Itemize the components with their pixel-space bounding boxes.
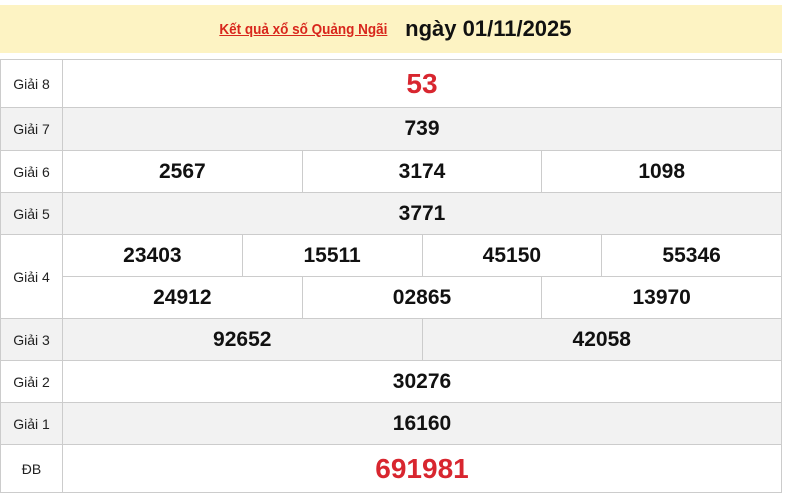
prize-number: 42058 [421,319,782,360]
prize-row: Giải 7 739 [1,108,781,151]
prize-number: 15511 [241,235,422,276]
results-table: Giải 8 53 Giải 7 739 Giải 6 2567 3174 1098 Giải … [0,59,782,493]
prize-label: Giải 5 [1,193,63,234]
prize-subrow: 739 [63,108,781,150]
prize-number: 739 [404,117,440,140]
prize-label: Giải 8 [1,60,63,107]
prize-number: 02865 [301,277,542,318]
prize-row: Giải 1 16160 [1,403,781,445]
prize-number: 3771 [398,201,446,225]
prize-number: 16160 [392,411,452,435]
prize-label: Giải 3 [1,319,63,360]
prize-number: 45150 [421,235,602,276]
prize-label: Giải 6 [1,151,63,192]
prize-subrow: 2567 3174 1098 [63,151,781,192]
prize-label: Giải 2 [1,361,63,402]
prize-number: 691981 [375,452,469,484]
prize-number: 3174 [301,151,542,192]
prize-subrow: 16160 [63,403,781,444]
prize-number: 24912 [153,285,212,309]
prize-label: Giải 7 [1,108,63,150]
prize-number: 23403 [123,243,182,267]
prize-row: Giải 6 2567 3174 1098 [1,151,781,193]
prize-number: 30276 [392,369,452,393]
prize-number: 55346 [601,235,781,276]
results-header: Kết quả xổ số Quảng Ngãi ngày 01/11/2025 [0,5,782,53]
prize-number: 13970 [541,277,781,318]
prize-subrow: 23403 15511 45150 55346 [63,235,781,276]
prize-number: 1098 [541,151,781,192]
prize-subrow: 53 [63,60,781,107]
prize-subrow: 30276 [63,361,781,402]
results-date: ngày 01/11/2025 [405,16,572,41]
prize-label: Giải 4 [1,235,63,318]
prize-row: Giải 3 92652 42058 [1,319,781,361]
prize-number: 92652 [213,327,272,351]
prize-subrow: 24912 02865 13970 [63,276,781,318]
prize-label: Giải 1 [1,403,63,444]
prize-row: Giải 4 23403 15511 45150 55346 24912 02865 1397… [1,235,781,319]
prize-subrow: 92652 42058 [63,319,781,360]
prize-row: Giải 2 30276 [1,361,781,403]
prize-row: Giải 8 53 [1,60,781,108]
prize-number: 53 [406,67,438,99]
prize-subrow: 691981 [63,445,781,492]
prize-row: ĐB 691981 [1,445,781,493]
results-title-link[interactable]: Kết quả xổ số Quảng Ngãi [219,20,388,38]
prize-subrow: 3771 [63,193,781,234]
prize-row: Giải 5 3771 [1,193,781,235]
prize-label: ĐB [1,445,63,492]
prize-number: 2567 [158,159,206,183]
